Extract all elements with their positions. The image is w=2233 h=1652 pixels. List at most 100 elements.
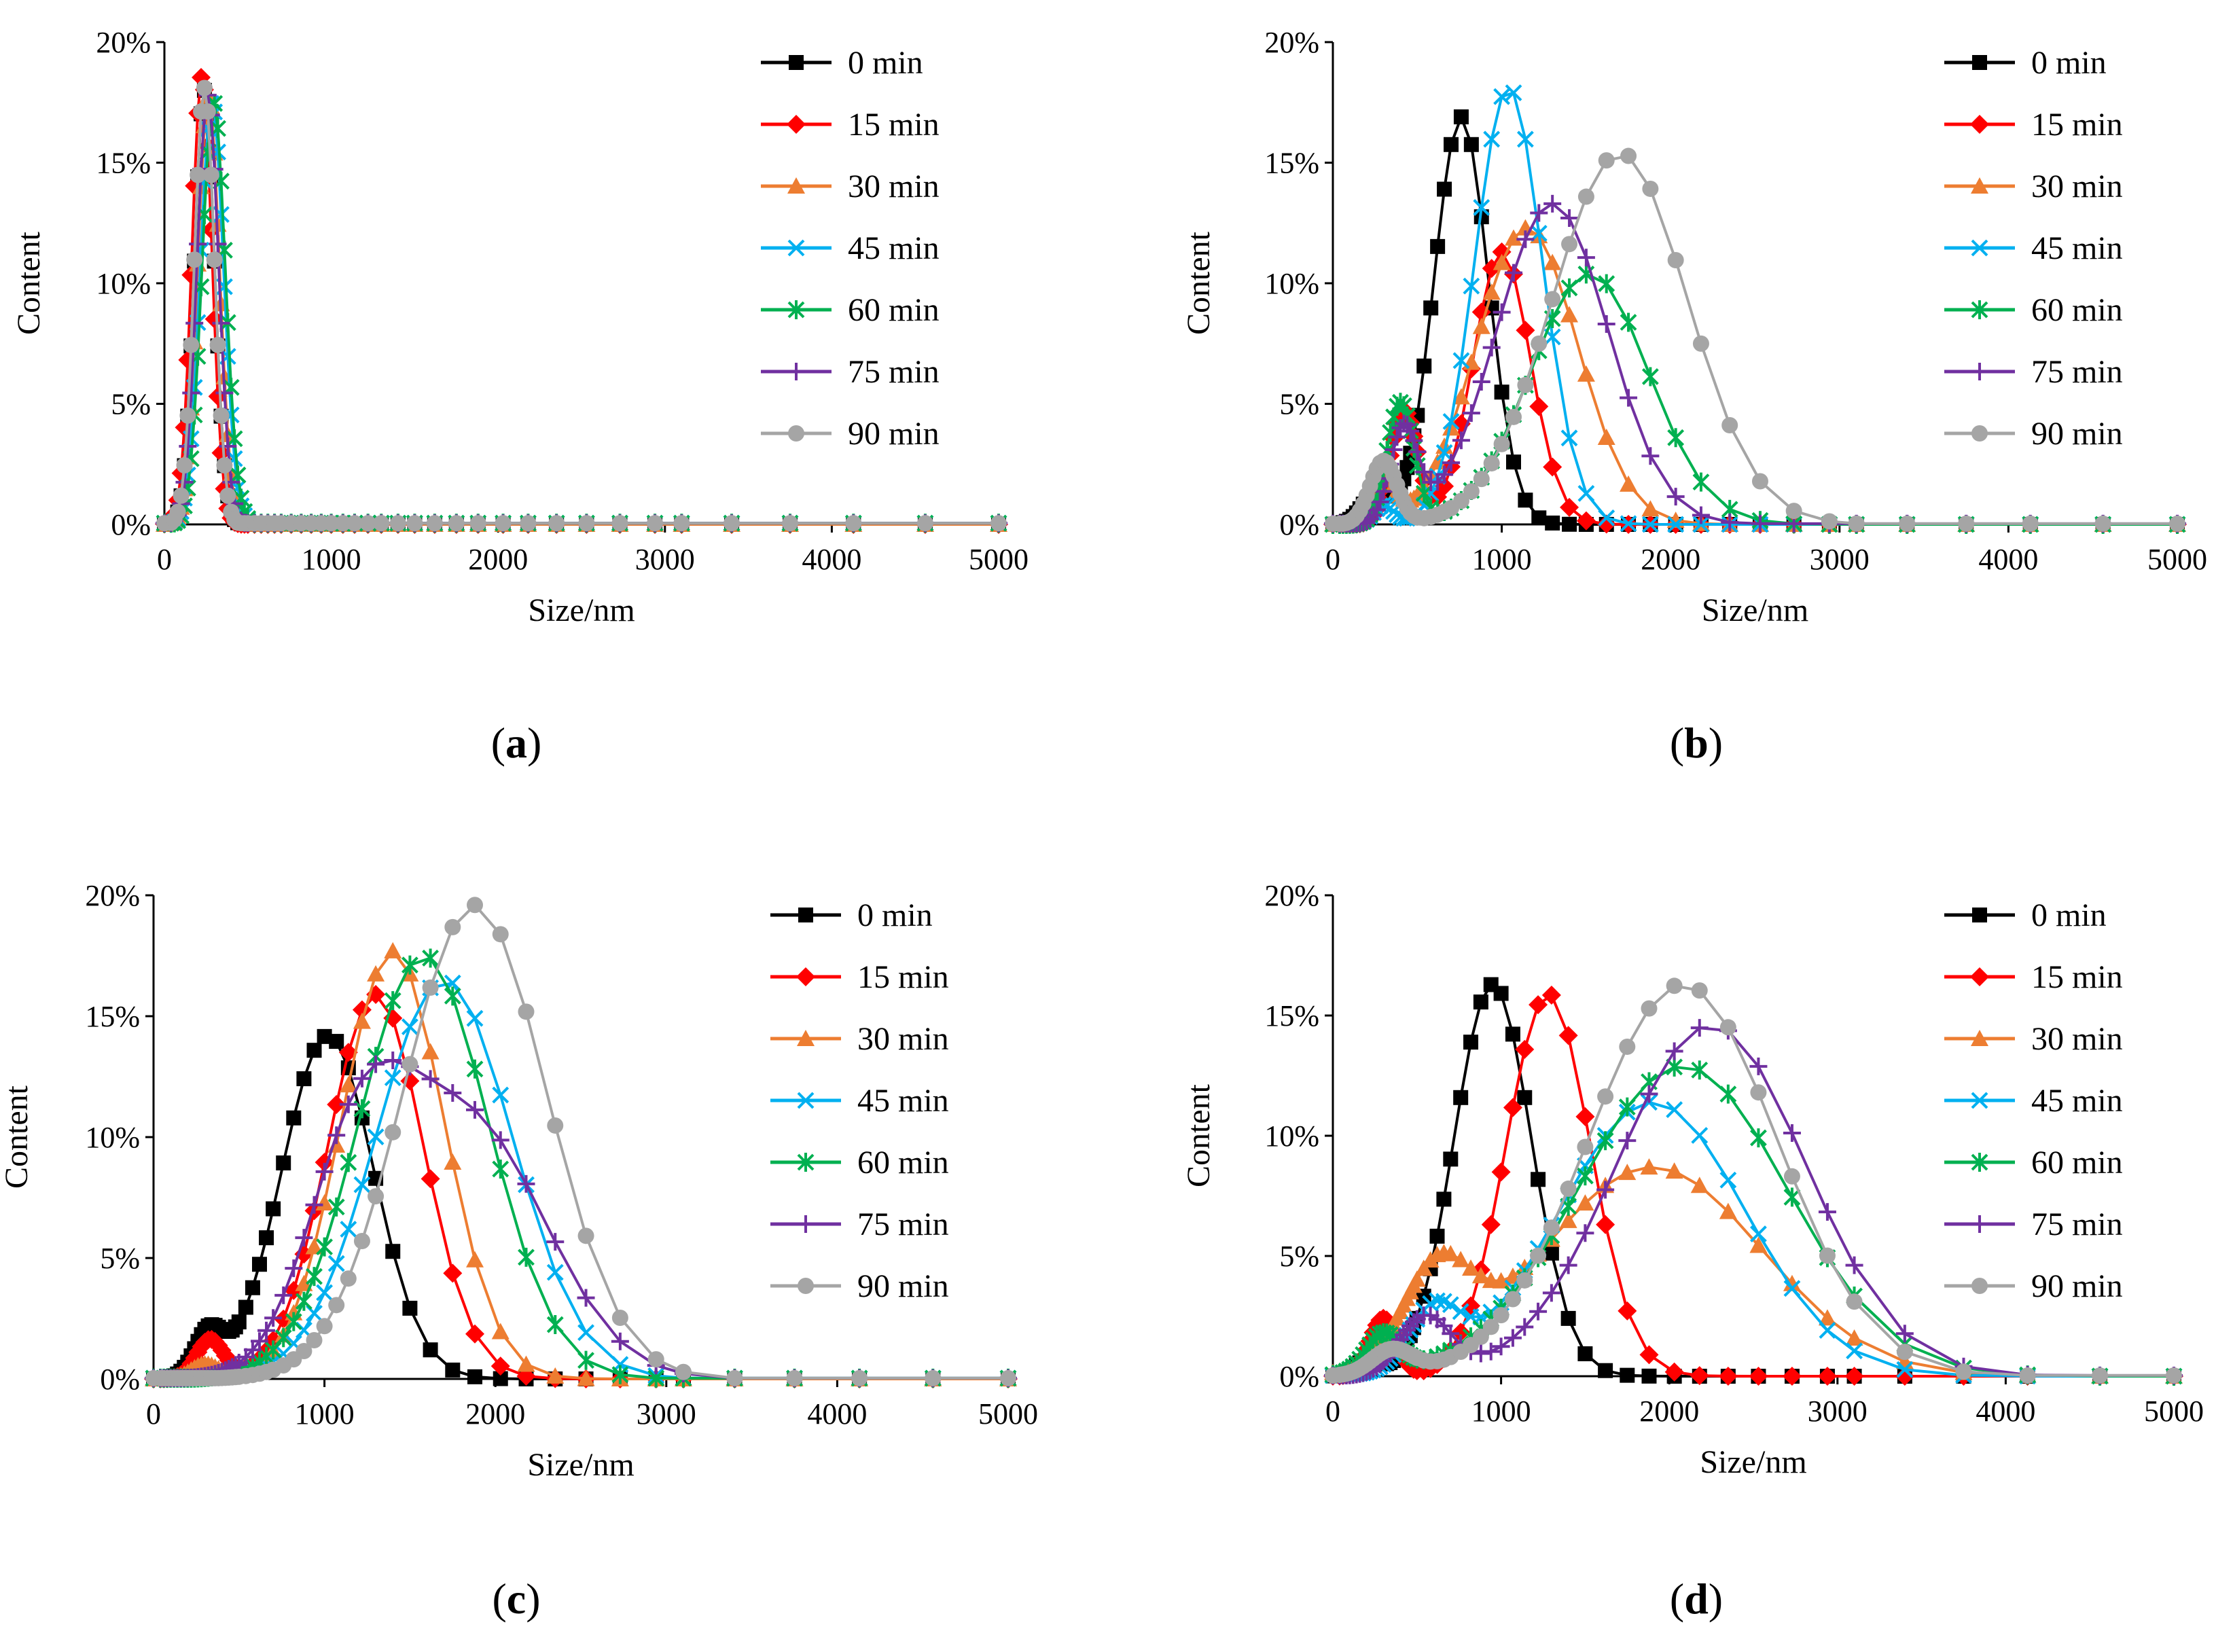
data-point [1504,1291,1521,1308]
data-point [491,1131,510,1149]
panel-label-letter: a [505,719,527,767]
data-point [328,1297,345,1314]
data-point [384,991,401,1011]
data-point [1404,1313,1423,1331]
legend-entry: 75 min [1944,354,2123,390]
legend-label: 30 min [857,1021,949,1057]
x-axis-title: Size/nm [1700,1444,1806,1480]
x-tick-label: 5000 [2147,543,2207,576]
data-point [724,515,740,532]
data-point [1641,1368,1657,1384]
data-point [264,1309,283,1327]
x-tick-label: 0 [157,543,172,576]
data-point [786,1369,803,1386]
legend-entry: 75 min [761,354,940,390]
data-point [215,384,234,402]
data-point [1429,1228,1445,1244]
data-point [1482,1318,1499,1335]
data-point [216,457,233,474]
data-point [1543,194,1562,213]
data-point [1482,283,1501,300]
x-tick-label: 2000 [465,1397,525,1431]
data-point [305,1196,323,1214]
y-tick-label: 10% [85,1121,140,1154]
data-point [1899,515,1916,532]
data-point [1560,1310,1576,1326]
data-point [1719,1084,1737,1104]
data-point [1751,514,1769,533]
x-tick-label: 2000 [468,543,528,576]
data-point [1505,1026,1520,1042]
data-point [315,1193,334,1210]
data-point [401,955,418,975]
data-point [577,1324,594,1342]
data-point [1597,1088,1614,1105]
data-point [492,926,509,943]
data-point [1577,365,1595,382]
data-point [1691,982,1708,999]
panel-label-open: ( [492,1575,506,1623]
panel-label-close: ) [527,719,541,767]
data-point [1818,1203,1836,1221]
legend-label: 15 min [857,959,949,995]
data-point [1473,471,1490,488]
legend-marker [787,177,805,194]
data-point [327,1197,345,1217]
legend-entry: 60 min [770,1145,949,1181]
data-point [1848,515,1865,532]
y-tick-label: 20% [85,879,140,912]
data-point [353,1012,371,1029]
panel-label-letter: d [1684,1575,1709,1623]
data-point [1452,492,1469,509]
legend-marker [1971,363,1988,380]
data-point [384,941,402,958]
data-point [176,457,193,474]
y-tick-label: 0% [1279,1360,1319,1393]
data-point [1462,404,1480,423]
legend-marker [787,239,805,257]
legend-marker [787,115,806,134]
data-point [469,515,486,532]
data-point [327,1095,346,1115]
data-point [611,515,628,532]
data-point [334,515,351,532]
data-point [316,1284,334,1301]
x-tick-label: 4000 [1978,543,2038,576]
data-point [1846,1293,1863,1310]
data-point [1562,516,1577,532]
series-90-min [1325,977,2182,1384]
data-point [1666,1101,1683,1118]
data-point [367,1055,385,1073]
legend-entry: 90 min [770,1268,949,1304]
data-point [373,515,390,532]
data-point [329,1034,344,1049]
legend-label: 45 min [848,230,940,266]
data-point [1691,1127,1709,1144]
data-point [421,1070,440,1088]
data-point [1846,1342,1863,1360]
y-tick-label: 10% [96,267,151,300]
y-axis-title: Content [11,231,47,335]
x-tick-label: 3000 [1810,543,1870,576]
data-point [493,1371,508,1386]
data-point [925,1369,942,1386]
data-point [353,1233,370,1250]
data-point [274,1328,292,1348]
data-point [1451,1323,1471,1342]
data-point [1516,230,1535,249]
data-point [2094,515,2111,532]
data-point [1405,431,1423,450]
data-point [384,1069,401,1087]
data-point [1472,317,1490,334]
data-point [492,1086,510,1104]
data-point [1471,1344,1490,1363]
data-point [547,1117,564,1134]
data-point [2166,1367,2182,1384]
legend-entry: 90 min [1944,1268,2123,1304]
legend-marker [787,363,805,380]
data-point [1481,1215,1501,1234]
data-point [1667,251,1684,268]
data-point [340,1270,357,1287]
data-point [782,515,798,532]
data-point [359,515,376,532]
